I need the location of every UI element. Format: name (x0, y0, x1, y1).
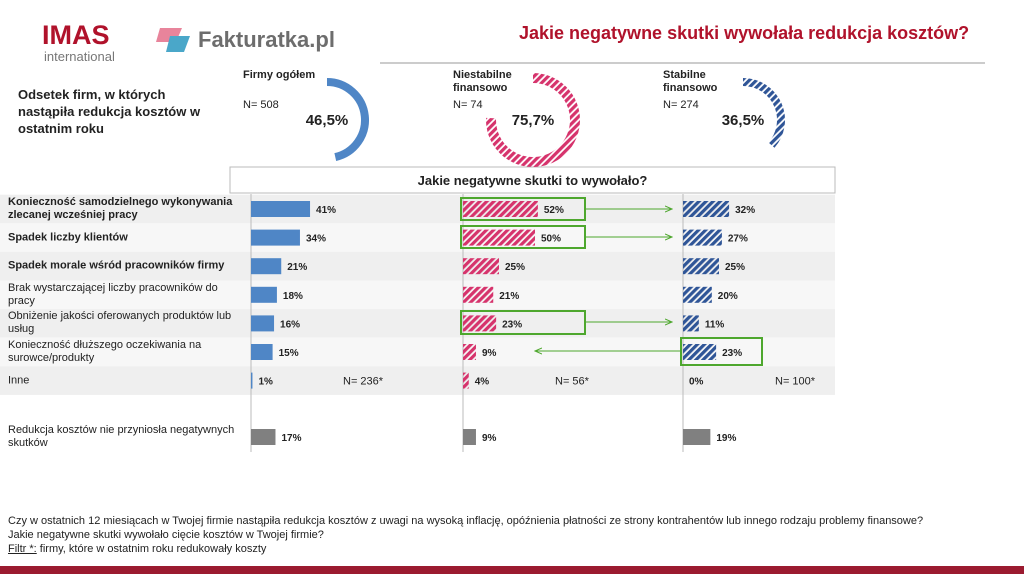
category-label: Inne (8, 374, 30, 387)
bar (463, 315, 497, 332)
footer-bar (0, 566, 1024, 574)
bar (683, 315, 699, 332)
value-label: 0% (689, 377, 704, 388)
donut-label: 75,7% (512, 112, 555, 129)
page-title: Jakie negatywne skutki wywołała redukcja… (519, 23, 970, 43)
value-label: 21% (287, 262, 307, 273)
value-label: 23% (722, 348, 742, 359)
bar (683, 344, 717, 360)
filter-text: firmy, które w ostatnim roku redukowały … (39, 543, 267, 555)
category-label: Obniżenie jakości oferowanych produktów … (8, 310, 232, 336)
bar (463, 344, 476, 360)
value-label: 23% (502, 319, 522, 330)
value-label: 32% (735, 205, 755, 216)
bar (683, 286, 712, 303)
bar-chart-title: Jakie negatywne skutki to wywołało? (417, 173, 648, 188)
value-label: 4% (475, 377, 490, 388)
brand: IMAS (42, 20, 110, 50)
bar (463, 258, 499, 275)
bar (251, 286, 277, 303)
filter: Filtr *: firmy, które w ostatnim roku re… (8, 542, 266, 556)
category-label: Spadek liczby klientów (8, 231, 128, 244)
donut-title: Firmy ogółem (243, 69, 316, 81)
category-label: Redukcja kosztów nie przyniosła negatywn… (8, 424, 235, 449)
sample-note: N= 236* (343, 376, 384, 388)
value-label: 19% (716, 433, 736, 444)
bar (463, 229, 535, 246)
bar (683, 429, 711, 445)
value-label: 11% (705, 319, 725, 330)
bar (251, 429, 276, 445)
value-label: 50% (541, 234, 561, 245)
bar (683, 258, 719, 275)
partner-icon (156, 28, 190, 52)
bar (463, 201, 538, 217)
category-label: Konieczność dłuższego oczekiwania na sur… (8, 339, 202, 364)
donut-title: Stabilne finansowo (663, 69, 718, 94)
bar (251, 258, 282, 275)
category-label: Brak wystarczającej liczby pracowników d… (8, 281, 218, 307)
value-label: 20% (718, 291, 738, 302)
filter-label: Filtr *: (8, 543, 37, 555)
bar (251, 315, 275, 332)
sample-note: N= 100* (775, 376, 816, 388)
donut-n: N= 508 (243, 99, 279, 111)
category-label: Spadek morale wśród pracowników firmy (8, 259, 225, 272)
bar (683, 201, 730, 217)
donut-n: N= 274 (663, 99, 699, 111)
donut-n: N= 74 (453, 99, 483, 111)
bar (463, 429, 476, 445)
donut-label: 36,5% (722, 112, 765, 129)
bar (251, 201, 311, 217)
partner: Fakturatka.pl (198, 27, 335, 52)
question-box (229, 166, 836, 194)
donut-label: 46,5% (306, 112, 349, 129)
bar (251, 344, 273, 360)
value-label: 1% (258, 377, 273, 388)
question: Czy w ostatnich 12 miesiącach w Twojej f… (8, 515, 924, 541)
value-label: 16% (280, 319, 300, 330)
donut-arc (486, 73, 580, 167)
donut-arc (742, 78, 785, 148)
row-band (0, 366, 835, 395)
donut-arc (326, 78, 369, 161)
value-label: 34% (306, 234, 326, 245)
bar (463, 286, 494, 303)
value-label: 27% (728, 234, 748, 245)
value-label: 21% (499, 291, 519, 302)
bar (683, 229, 722, 246)
intro: Odsetek firm, w których nastąpiła redukc… (18, 87, 201, 136)
value-label: 52% (544, 205, 564, 216)
value-label: 18% (283, 291, 303, 302)
value-label: 17% (281, 433, 301, 444)
bar (463, 372, 469, 389)
value-label: 9% (482, 433, 497, 444)
sample-note: N= 56* (555, 376, 590, 388)
value-label: 41% (316, 205, 336, 216)
bar (251, 229, 300, 246)
donut-title: Niestabilne finansowo (453, 69, 512, 94)
value-label: 15% (279, 348, 299, 359)
value-label: 25% (505, 262, 525, 273)
category-label: Konieczność samodzielnego wykonywania zl… (8, 196, 233, 221)
value-label: 25% (725, 262, 745, 273)
bar (251, 372, 253, 389)
value-label: 9% (482, 348, 497, 359)
brand-sub: international (44, 49, 115, 64)
